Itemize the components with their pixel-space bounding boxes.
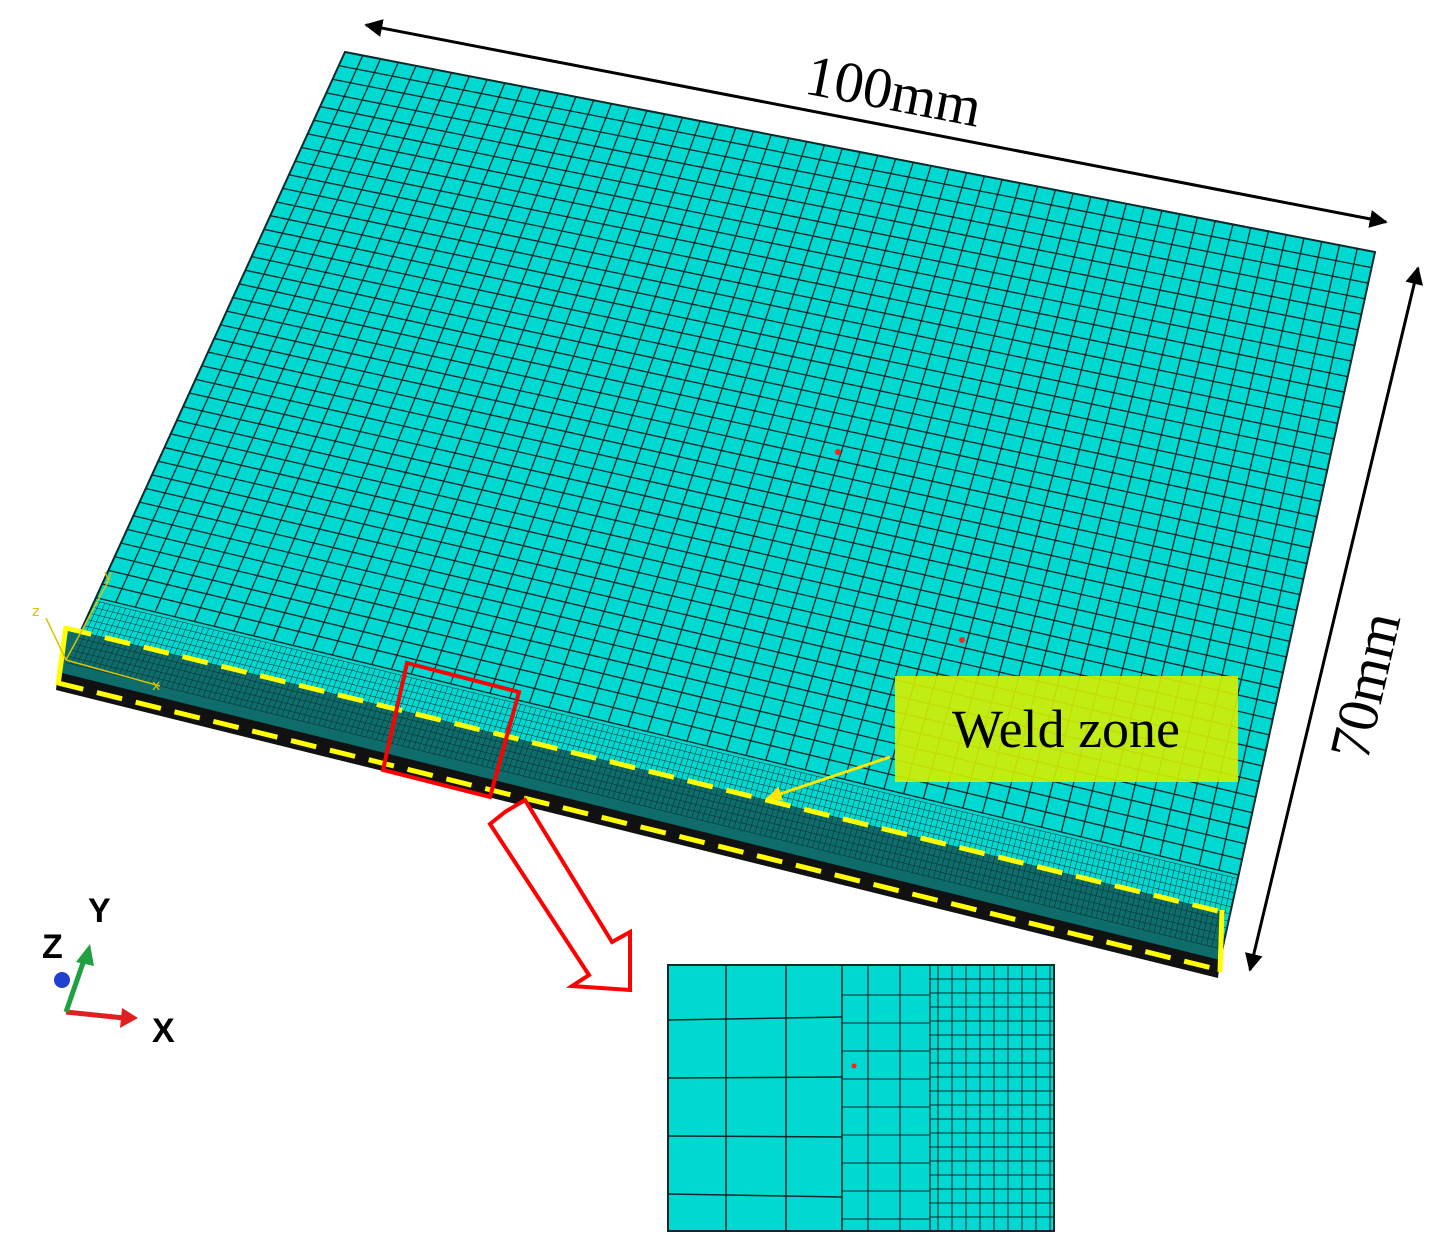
- length-dimension-label: 100mm: [801, 42, 987, 140]
- weld-zone-pointer: [766, 755, 891, 801]
- triad-z-label: Z: [42, 928, 63, 966]
- triad-y-label: Y: [88, 892, 111, 930]
- mesh-line: [201, 365, 1297, 611]
- mesh-line: [245, 269, 1321, 502]
- weld-dashed-right: [1217, 909, 1225, 973]
- triad-x-axis: [65, 1009, 125, 1021]
- corner-triad-z: z: [32, 604, 39, 620]
- mesh-line: [251, 255, 1324, 487]
- triad-x-label: X: [152, 1012, 175, 1050]
- mesh-line: [189, 392, 1290, 643]
- corner-triad: z y x: [32, 568, 160, 694]
- triad-z-axis: [54, 972, 70, 988]
- mesh-line: [270, 215, 1335, 440]
- mesh-line: [257, 242, 1328, 471]
- weld-zone-callout: Weld zone: [766, 676, 1238, 801]
- mesh-line: [667, 1016, 843, 1021]
- weld-zone-label-box: [895, 676, 1238, 782]
- mesh-line: [667, 1076, 843, 1079]
- mesh-line: [226, 310, 1311, 549]
- mesh-line: [66, 662, 1223, 950]
- mesh-line: [667, 1193, 843, 1198]
- zoom-inset-mesh: [667, 965, 1054, 1232]
- weld-zone-label: Weld zone: [952, 699, 1180, 759]
- mesh-line: [214, 337, 1304, 580]
- coordinate-triad: X Y Z: [42, 892, 175, 1050]
- mesh-line: [95, 596, 1239, 876]
- plate-mesh: [55, 50, 1377, 978]
- mesh-line: [276, 201, 1338, 424]
- mesh-line: [83, 625, 1232, 908]
- red-node-2: [959, 637, 965, 643]
- zoom-region-box: [380, 660, 522, 800]
- mesh-line: [85, 619, 1234, 901]
- mesh-line: [176, 419, 1284, 674]
- corner-triad-x: x: [152, 678, 160, 694]
- mesh-line: [182, 406, 1287, 658]
- mesh-line: [239, 283, 1318, 518]
- mesh-line: [94, 600, 1238, 879]
- mesh-line: [102, 583, 1243, 861]
- zoom-inset-red-node: [851, 1063, 857, 1069]
- mesh-line: [207, 351, 1301, 596]
- mesh-line: [71, 650, 1226, 936]
- mesh-line: [220, 324, 1307, 565]
- triad-y-axis: [63, 959, 87, 1013]
- mesh-line: [77, 637, 1229, 922]
- mesh-line: [114, 556, 1249, 829]
- weld-dashed-left: [55, 625, 69, 686]
- mesh-line: [195, 378, 1294, 627]
- red-node-1: [835, 449, 841, 455]
- mesh-line: [69, 656, 1224, 943]
- mesh-line: [88, 612, 1235, 893]
- plate-front-edge: [56, 672, 1220, 978]
- zoom-callout-arrow: [487, 797, 632, 993]
- mesh-line: [667, 1135, 843, 1138]
- mesh-line: [170, 433, 1280, 689]
- width-dimension-arrow: [1245, 266, 1423, 972]
- mesh-line: [108, 569, 1246, 845]
- length-dimension-arrow: [364, 19, 1388, 228]
- mesh-line: [91, 606, 1237, 886]
- mesh-line: [74, 643, 1228, 929]
- corner-triad-y: y: [104, 568, 112, 584]
- mesh-line: [232, 296, 1314, 534]
- zoom-inset: [667, 964, 1055, 1232]
- mesh-line: [164, 446, 1277, 705]
- weld-zone-strip: [58, 628, 1222, 972]
- mesh-line: [263, 228, 1331, 456]
